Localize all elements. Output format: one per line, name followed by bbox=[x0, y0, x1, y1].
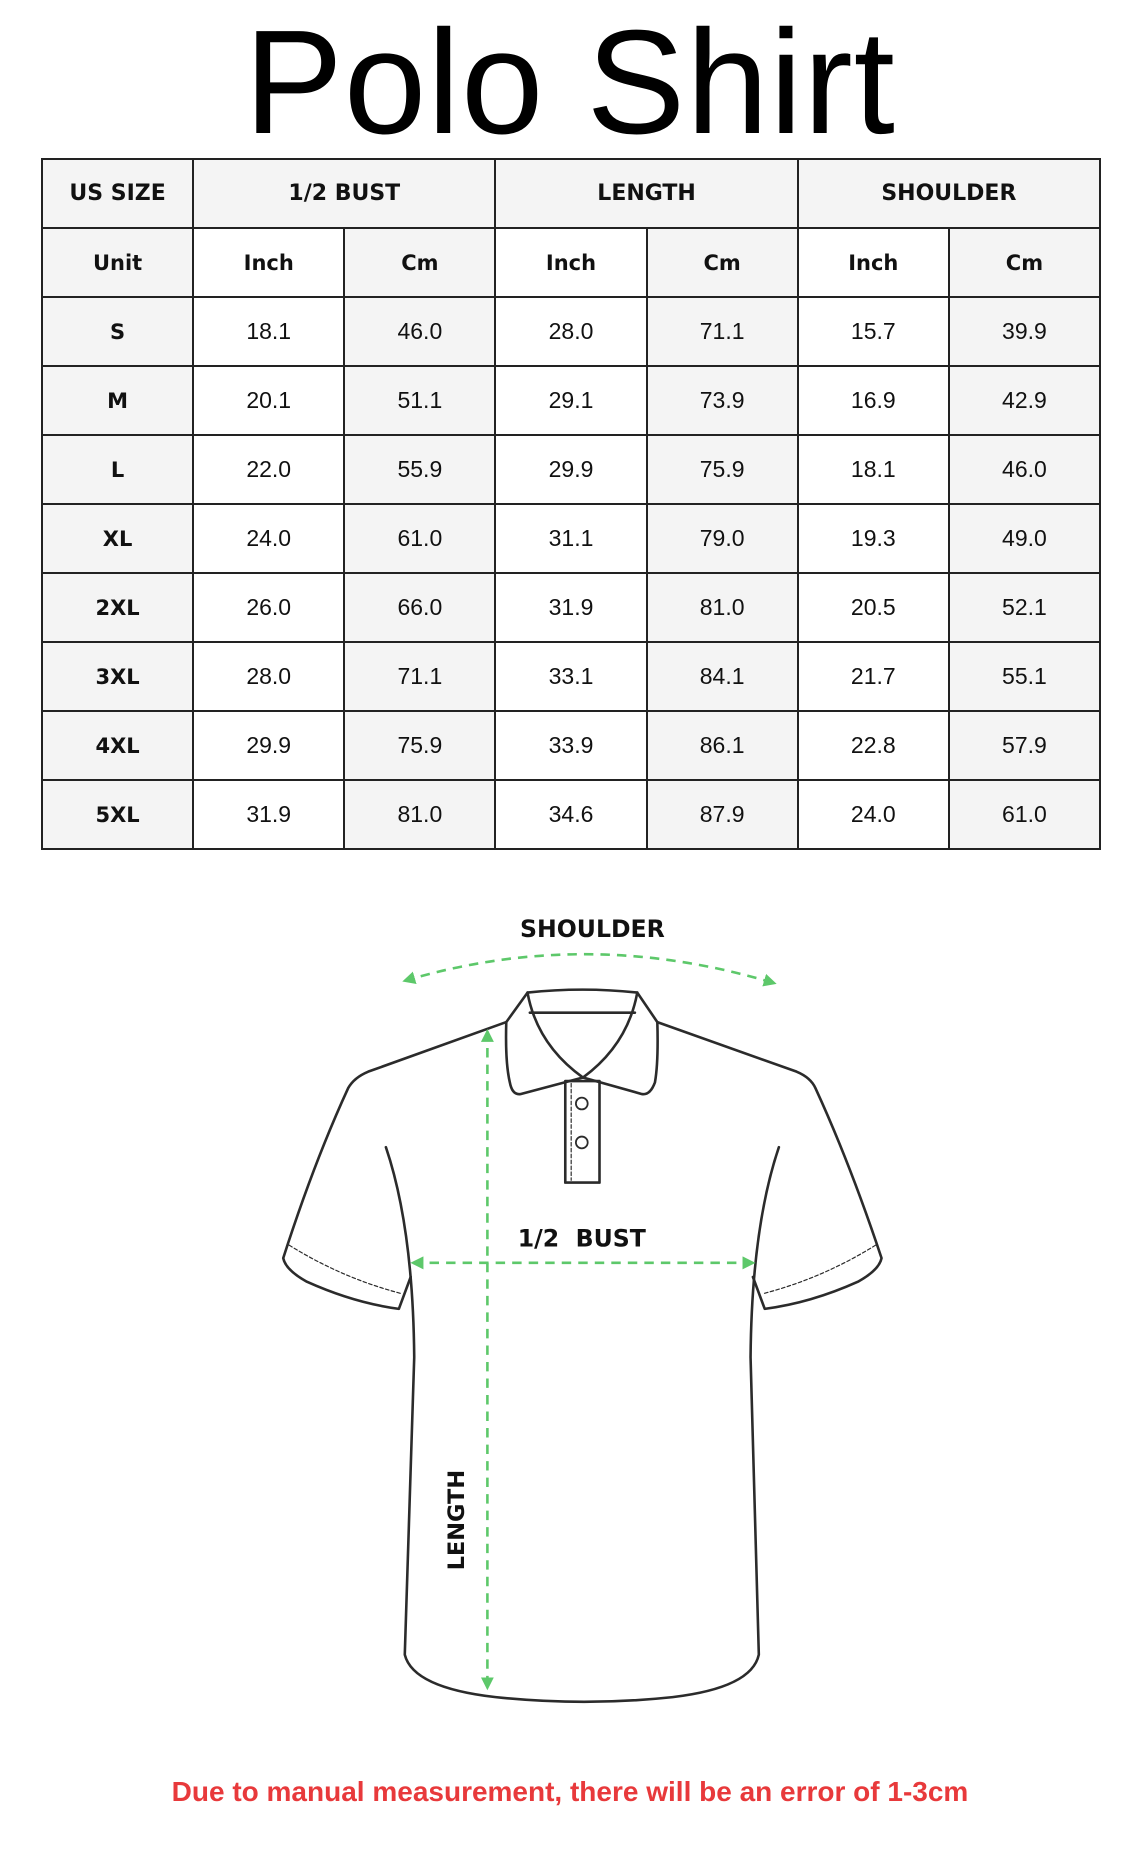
shirt-right-side bbox=[656, 1020, 883, 1311]
table-row: 5XL 31.9 81.0 34.6 87.9 24.0 61.0 bbox=[40, 779, 1102, 850]
value-cell: 57.9 bbox=[947, 710, 1102, 781]
value-cell: 87.9 bbox=[645, 779, 799, 850]
size-chart-table: US SIZE 1/2 BUST LENGTH SHOULDER Unit Inch Cm I… bbox=[40, 158, 1102, 850]
value-cell: 73.9 bbox=[645, 365, 799, 436]
table-row: M 20.1 51.1 29.1 73.9 16.9 42.9 bbox=[40, 365, 1102, 436]
value-cell: 71.1 bbox=[343, 641, 497, 712]
size-cell: 2XL bbox=[40, 572, 195, 643]
value-cell: 20.1 bbox=[192, 365, 346, 436]
value-cell: 29.9 bbox=[494, 434, 648, 505]
collar-v-right bbox=[581, 991, 639, 1079]
value-cell: 42.9 bbox=[947, 365, 1102, 436]
unit-header: Inch bbox=[796, 227, 950, 298]
value-cell: 18.1 bbox=[192, 296, 346, 367]
value-cell: 24.0 bbox=[192, 503, 346, 574]
bust-label: 1/2 BUST bbox=[518, 1224, 646, 1252]
size-cell: 5XL bbox=[40, 779, 195, 850]
group-header: US SIZE bbox=[40, 158, 195, 229]
value-cell: 46.0 bbox=[947, 434, 1102, 505]
value-cell: 81.0 bbox=[343, 779, 497, 850]
value-cell: 55.1 bbox=[947, 641, 1102, 712]
value-cell: 21.7 bbox=[796, 641, 950, 712]
value-cell: 51.1 bbox=[343, 365, 497, 436]
shirt-outline bbox=[281, 988, 883, 1704]
value-cell: 26.0 bbox=[192, 572, 346, 643]
value-cell: 61.0 bbox=[947, 779, 1102, 850]
value-cell: 81.0 bbox=[645, 572, 799, 643]
unit-header: Inch bbox=[192, 227, 346, 298]
shirt-left-armhole bbox=[384, 1145, 781, 1704]
shoulder-arrow bbox=[402, 952, 777, 987]
table-row: 4XL 29.9 75.9 33.9 86.1 22.8 57.9 bbox=[40, 710, 1102, 781]
table-row: L 22.0 55.9 29.9 75.9 18.1 46.0 bbox=[40, 434, 1102, 505]
value-cell: 75.9 bbox=[645, 434, 799, 505]
value-cell: 46.0 bbox=[343, 296, 497, 367]
value-cell: 33.9 bbox=[494, 710, 648, 781]
table-row: 2XL 26.0 66.0 31.9 81.0 20.5 52.1 bbox=[40, 572, 1102, 643]
value-cell: 18.1 bbox=[796, 434, 950, 505]
measurement-note: Due to manual measurement, there will be… bbox=[171, 1776, 969, 1807]
shoulder-label: SHOULDER bbox=[520, 915, 665, 943]
length-label: LENGTH bbox=[444, 1470, 470, 1570]
value-cell: 29.1 bbox=[494, 365, 648, 436]
value-cell: 19.3 bbox=[796, 503, 950, 574]
table-row: 3XL 28.0 71.1 33.1 84.1 21.7 55.1 bbox=[40, 641, 1102, 712]
size-cell: L bbox=[40, 434, 195, 505]
value-cell: 33.1 bbox=[494, 641, 648, 712]
page-title: Polo Shirt bbox=[244, 0, 896, 165]
placket bbox=[563, 1079, 601, 1184]
value-cell: 79.0 bbox=[645, 503, 799, 574]
value-cell: 49.0 bbox=[947, 503, 1102, 574]
value-cell: 52.1 bbox=[947, 572, 1102, 643]
header-row: US SIZE 1/2 BUST LENGTH SHOULDER bbox=[40, 158, 1102, 229]
table-row: XL 24.0 61.0 31.1 79.0 19.3 49.0 bbox=[40, 503, 1102, 574]
value-cell: 15.7 bbox=[796, 296, 950, 367]
group-header: 1/2 BUST bbox=[192, 158, 497, 229]
value-cell: 71.1 bbox=[645, 296, 799, 367]
value-cell: 39.9 bbox=[947, 296, 1102, 367]
unit-row: Unit Inch Cm Inch Cm Inch Cm bbox=[40, 227, 1102, 298]
button-icon bbox=[575, 1096, 589, 1111]
value-cell: 75.9 bbox=[343, 710, 497, 781]
right-cuff-stitch bbox=[762, 1244, 877, 1295]
shirt-left-side bbox=[281, 1020, 508, 1311]
value-cell: 31.9 bbox=[192, 779, 346, 850]
value-cell: 28.0 bbox=[494, 296, 648, 367]
group-header: LENGTH bbox=[494, 158, 799, 229]
value-cell: 31.9 bbox=[494, 572, 648, 643]
unit-header: Cm bbox=[343, 227, 497, 298]
value-cell: 16.9 bbox=[796, 365, 950, 436]
unit-header: Inch bbox=[494, 227, 648, 298]
size-cell: M bbox=[40, 365, 195, 436]
value-cell: 34.6 bbox=[494, 779, 648, 850]
value-cell: 20.5 bbox=[796, 572, 950, 643]
left-cuff-stitch bbox=[288, 1244, 402, 1295]
value-cell: 29.9 bbox=[192, 710, 346, 781]
unit-label: Unit bbox=[40, 227, 195, 298]
value-cell: 28.0 bbox=[192, 641, 346, 712]
value-cell: 61.0 bbox=[343, 503, 497, 574]
value-cell: 22.0 bbox=[192, 434, 346, 505]
collar-v-left bbox=[526, 991, 585, 1079]
unit-header: Cm bbox=[947, 227, 1102, 298]
collar-back bbox=[504, 988, 659, 1096]
size-cell: 3XL bbox=[40, 641, 195, 712]
value-cell: 86.1 bbox=[645, 710, 799, 781]
table-row: S 18.1 46.0 28.0 71.1 15.7 39.9 bbox=[40, 296, 1102, 367]
size-cell: 4XL bbox=[40, 710, 195, 781]
value-cell: 22.8 bbox=[796, 710, 950, 781]
value-cell: 84.1 bbox=[645, 641, 799, 712]
value-cell: 31.1 bbox=[494, 503, 648, 574]
unit-header: Cm bbox=[645, 227, 799, 298]
value-cell: 55.9 bbox=[343, 434, 497, 505]
size-cell: XL bbox=[40, 503, 195, 574]
button-icon bbox=[575, 1135, 589, 1150]
group-header: SHOULDER bbox=[796, 158, 1102, 229]
value-cell: 24.0 bbox=[796, 779, 950, 850]
value-cell: 66.0 bbox=[343, 572, 497, 643]
size-cell: S bbox=[40, 296, 195, 367]
